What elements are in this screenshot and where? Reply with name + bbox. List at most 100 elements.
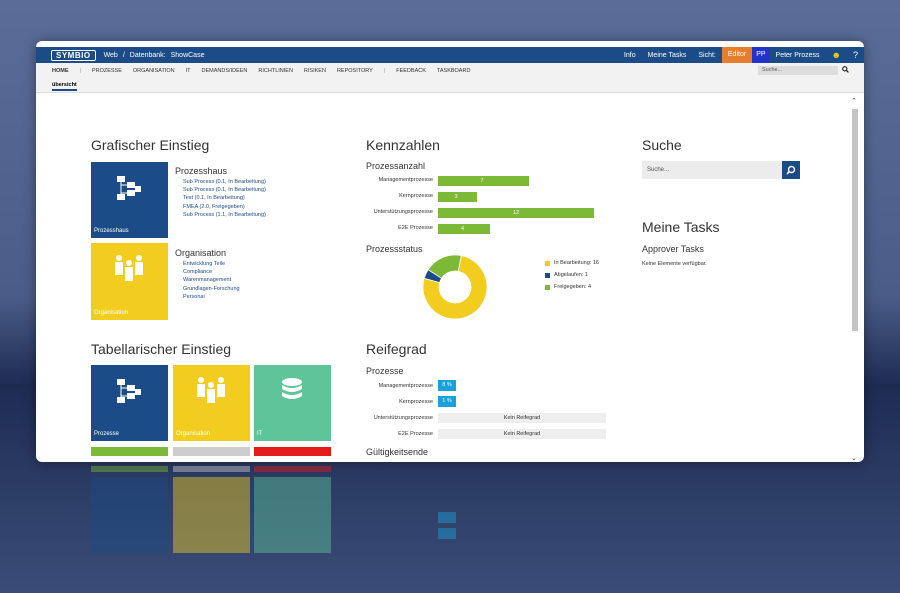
process-link[interactable]: Sub Process (0.1, In Bearbeitung)	[183, 179, 266, 185]
bar-label: Kernprozesse	[399, 193, 433, 199]
reifegrad-empty: Kein Reifegrad	[438, 429, 606, 439]
help-button[interactable]: ?	[852, 50, 858, 60]
bar[interactable]	[438, 208, 594, 218]
reflection-bar	[91, 466, 168, 472]
reifegrad-label: E2E Prozesse	[398, 431, 433, 437]
status-bar-organisation	[173, 447, 250, 456]
reifegrad-badge: 8 %	[438, 380, 456, 391]
nav-repository[interactable]: REPOSITORY	[336, 68, 373, 74]
scroll-down-icon[interactable]: ⌄	[851, 455, 857, 462]
org-link[interactable]: Warenmanagement	[183, 277, 232, 284]
legend-label: Freigegeben: 4	[554, 284, 591, 290]
tile-label: Prozesse	[94, 431, 120, 437]
search-button[interactable]	[782, 161, 800, 179]
reflection-tile	[91, 477, 168, 553]
section-title-tasks: Meine Tasks	[642, 219, 720, 235]
scroll-thumb[interactable]	[852, 109, 858, 331]
reifegrad-label: Unterstützungsprozesse	[373, 415, 433, 421]
reifegrad-sub: Prozesse	[366, 366, 404, 376]
prozessanzahl-title: Prozessanzahl	[366, 161, 426, 171]
section-title-reifegrad: Reifegrad	[366, 341, 427, 357]
tile-label: IT	[257, 431, 263, 437]
org-link[interactable]: Grundlagen-Forschung	[183, 285, 240, 292]
reflection-bar	[254, 466, 331, 472]
nav-it[interactable]: IT	[185, 68, 191, 74]
donut-slice[interactable]	[427, 254, 462, 279]
legend-label: In Bearbeitung: 16	[554, 260, 599, 266]
bar[interactable]	[438, 192, 477, 202]
symbio-logo[interactable]: SYMBIO	[51, 49, 96, 61]
bar-value: 12	[513, 210, 520, 216]
top-search-input[interactable]: Suche...	[758, 66, 838, 75]
tile-organisation-table[interactable]: Organisation	[173, 365, 250, 441]
bar-label: Unterstützungsprozesse	[373, 209, 433, 215]
breadcrumb: Web / Datenbank: ShowCase	[104, 52, 205, 59]
section-title-suche: Suche	[642, 137, 682, 153]
process-link[interactable]: FMEA (2.0, Freigegeben)	[183, 203, 245, 210]
reifegrad-badge: 1 %	[438, 396, 456, 407]
my-tasks-link[interactable]: Meine Tasks	[647, 51, 687, 59]
avatar[interactable]: PP	[752, 47, 770, 63]
user-name[interactable]: Peter Prozess	[775, 51, 820, 59]
tile-prozesshaus[interactable]: Prozesshaus	[91, 162, 168, 238]
reflection-tile	[173, 477, 250, 553]
org-link[interactable]: Entwicklung Teile	[183, 261, 226, 267]
view-label: Sicht:	[698, 51, 716, 59]
breadcrumb-db-label: Datenbank:	[129, 51, 166, 59]
bar[interactable]	[438, 224, 490, 234]
section-title-tabellarisch: Tabellarischer Einstieg	[91, 341, 232, 357]
prozessstatus-donut	[422, 254, 488, 320]
tile-label: Organisation	[94, 310, 129, 316]
nav-taskboard[interactable]: TASKBOARD	[436, 68, 471, 74]
people-icon	[197, 377, 225, 403]
breadcrumb-web[interactable]: Web	[103, 51, 118, 59]
scroll-up-icon[interactable]: ⌃	[851, 98, 857, 105]
status-bar-prozesse	[91, 447, 168, 456]
donut-slice[interactable]	[422, 255, 488, 320]
tab-uebersicht[interactable]: übersicht	[52, 82, 77, 91]
search-icon	[786, 165, 796, 175]
feedback-smiley-icon[interactable]: ☻	[831, 50, 841, 60]
process-link[interactable]: Sub Process (0.1, In Bearbeitung)	[183, 187, 266, 194]
tile-label: Prozesshaus	[94, 228, 129, 234]
reifegrad-label: Kernprozesse	[399, 399, 433, 405]
nav-prozesse[interactable]: PROZESSE	[91, 68, 122, 74]
prozesshaus-links: Sub Process (0.1, In Bearbeitung) Sub Pr…	[183, 178, 266, 219]
view-editor-button[interactable]: Editor	[721, 47, 753, 63]
tile-organisation[interactable]: Organisation	[91, 243, 168, 320]
organisation-links: Entwicklung Teile Compliance Warenmanage…	[183, 260, 240, 301]
reflection-badge	[438, 528, 456, 539]
org-link[interactable]: Compliance	[183, 269, 213, 276]
scrollbar[interactable]: ⌃ ⌄	[851, 98, 858, 462]
nav-richtlinien[interactable]: RICHTLINIEN	[258, 68, 293, 74]
nav-organisation[interactable]: ORGANISATION	[132, 68, 175, 74]
people-icon	[115, 255, 143, 281]
process-link[interactable]: Test (0.1, In Bearbeitung)	[183, 195, 245, 202]
status-bar-it	[254, 447, 331, 456]
breadcrumb-db[interactable]: ShowCase	[170, 51, 205, 59]
bar-value: 3	[454, 194, 458, 200]
process-house-icon	[117, 379, 141, 403]
org-link[interactable]: Personal	[183, 293, 205, 300]
bar-label: E2E Prozesse	[398, 225, 433, 231]
gueltigkeitsende-title: Gültigkeitsende	[366, 447, 429, 457]
search-input[interactable]: Suche...	[642, 161, 782, 179]
info-link[interactable]: Info	[623, 51, 636, 59]
bar-value: 7	[480, 178, 484, 184]
prozesshaus-heading: Prozesshaus	[175, 166, 228, 176]
legend-swatch	[545, 260, 550, 266]
tile-it[interactable]: IT	[254, 365, 331, 441]
donut-legend: In Bearbeitung: 16 Abgelaufen: 1 Freigeg…	[545, 260, 599, 296]
tile-prozesse[interactable]: Prozesse	[91, 365, 168, 441]
search-icon[interactable]	[842, 66, 849, 75]
nav-demands[interactable]: DEMANDS/IDEEN	[201, 68, 248, 74]
reflection-tile	[254, 477, 331, 553]
bar[interactable]	[438, 176, 529, 186]
nav-home[interactable]: HOME	[52, 68, 69, 74]
nav-feedback[interactable]: FEEDBACK	[396, 68, 426, 74]
section-title-grafisch: Grafischer Einstieg	[91, 137, 210, 153]
nav-risiken[interactable]: RISIKEN	[303, 68, 326, 74]
process-link[interactable]: Sub Process (1.1, In Bearbeitung)	[183, 211, 266, 218]
bar-label: Managementprozesse	[378, 177, 433, 183]
legend-label: Abgelaufen: 1	[554, 272, 588, 278]
